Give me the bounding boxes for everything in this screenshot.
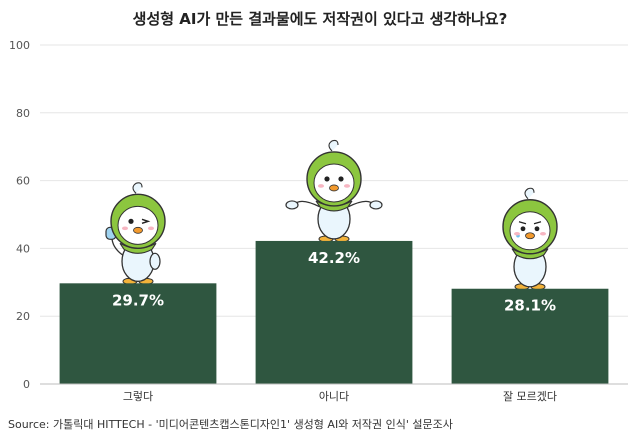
mascot-shrugging-icon bbox=[285, 139, 383, 243]
data-label: 29.7% bbox=[112, 291, 164, 309]
y-axis-ticks: 0 20 40 60 80 100 bbox=[9, 39, 30, 391]
y-tick-label: 20 bbox=[16, 310, 30, 323]
data-labels: 29.7% 42.2% 28.1% bbox=[112, 249, 556, 315]
data-label: 42.2% bbox=[308, 249, 360, 267]
source-note: Source: 가톨릭대 HITTECH - '미디어콘텐츠캡스톤디자인1' 생… bbox=[8, 418, 453, 431]
bar bbox=[59, 283, 217, 384]
bar-chart: 0 20 40 60 80 100 29.7% 42.2% 28.1% 그렇다 아니다 잘 모르겠… bbox=[9, 39, 628, 403]
category-label: 그렇다 bbox=[123, 390, 153, 403]
category-label: 아니다 bbox=[319, 390, 349, 403]
y-tick-label: 0 bbox=[23, 378, 30, 391]
mascot-worried-icon bbox=[502, 187, 558, 291]
mascot-illustrations bbox=[105, 139, 558, 291]
x-axis-categories: 그렇다 아니다 잘 모르겠다 bbox=[123, 390, 557, 403]
y-tick-label: 60 bbox=[16, 175, 30, 188]
mascot-thumbs-up-icon bbox=[105, 182, 166, 285]
bar bbox=[451, 288, 609, 384]
y-tick-label: 40 bbox=[16, 242, 30, 255]
bar bbox=[255, 240, 413, 384]
chart-title: 생성형 AI가 만든 결과물에도 저작권이 있다고 생각하나요? bbox=[132, 10, 508, 28]
category-label: 잘 모르겠다 bbox=[503, 390, 557, 403]
bars bbox=[59, 240, 609, 384]
y-tick-label: 80 bbox=[16, 107, 30, 120]
data-label: 28.1% bbox=[504, 297, 556, 315]
y-tick-label: 100 bbox=[9, 39, 30, 52]
